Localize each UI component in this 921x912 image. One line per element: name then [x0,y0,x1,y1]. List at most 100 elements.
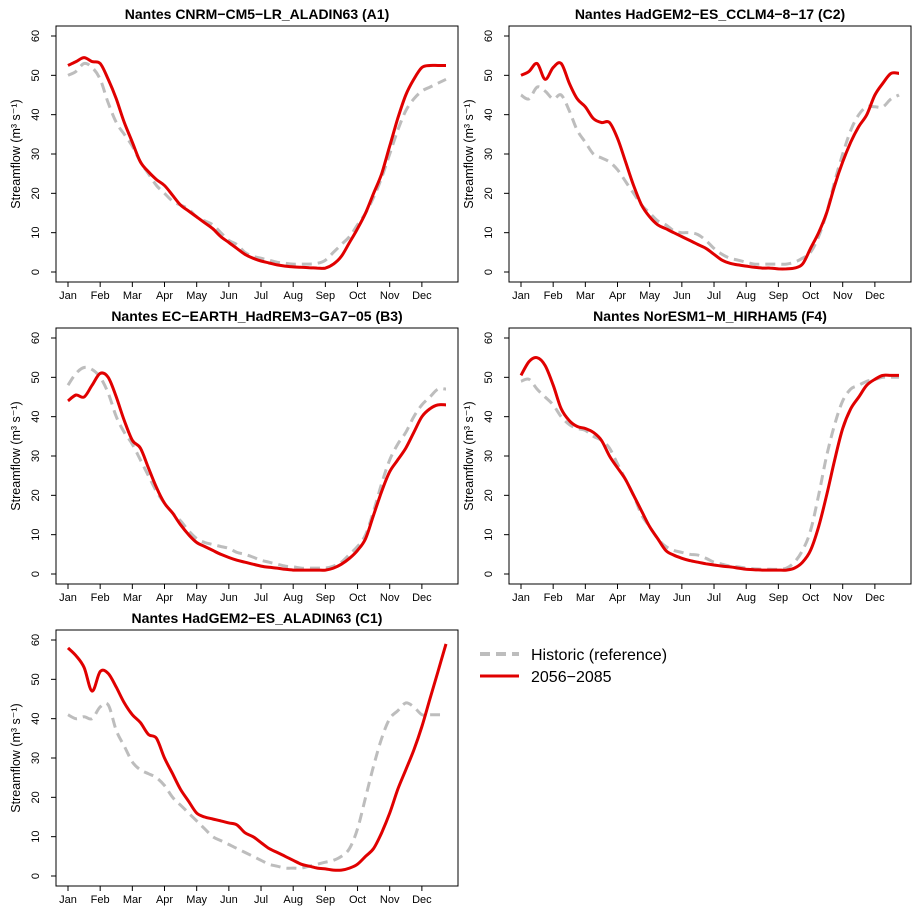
y-tick-label: 40 [30,713,42,725]
chart-title: Nantes EC−EARTH_HadREM3−GA7−05 (B3) [111,308,402,324]
x-tick-label: Mar [123,894,142,906]
x-tick-label: Aug [283,592,303,604]
y-tick-label: 50 [483,69,495,81]
y-tick-label: 20 [483,187,495,199]
y-tick-label: 10 [483,529,495,541]
legend-future-label: 2056−2085 [531,669,612,686]
x-tick-label: Dec [865,592,885,604]
x-tick-label: Feb [91,290,110,302]
y-axis-label: Streamflow (m³ s⁻¹) [9,99,23,208]
y-tick-label: 10 [483,227,495,239]
y-tick-label: 30 [483,148,495,160]
x-tick-label: Feb [544,592,563,604]
x-tick-label: Sep [316,592,336,604]
chart-title: Nantes NorESM1−M_HIRHAM5 (F4) [593,308,827,324]
series-historic-line [67,701,446,870]
y-axis-label: Streamflow (m³ s⁻¹) [9,401,23,510]
series-historic-line [520,85,900,266]
series-future-line [520,61,900,271]
x-tick-label: Apr [609,592,626,604]
y-tick-label: 60 [30,634,42,646]
plot-frame [55,327,459,585]
series-future-line [67,56,446,270]
y-tick-label: 30 [483,450,495,462]
x-tick-label: Jan [512,290,530,302]
x-tick-label: Sep [316,290,336,302]
y-tick-label: 0 [30,873,42,879]
plot-frame [55,629,459,887]
x-tick-label: Jan [59,290,77,302]
x-tick-label: May [186,592,207,604]
y-tick-label: 20 [483,489,495,501]
x-tick-label: Dec [865,290,885,302]
y-tick-label: 10 [30,831,42,843]
x-tick-label: Jul [707,592,721,604]
x-tick-label: Jun [673,592,691,604]
x-tick-label: Jun [220,290,238,302]
x-tick-label: Dec [412,290,432,302]
y-tick-label: 30 [30,450,42,462]
y-tick-label: 60 [483,30,495,42]
x-tick-label: Nov [380,894,400,906]
x-tick-label: Mar [123,592,142,604]
y-tick-label: 10 [30,529,42,541]
x-tick-label: Jan [512,592,530,604]
y-tick-label: 60 [30,30,42,42]
plot-frame [508,327,912,585]
y-tick-label: 40 [30,411,42,423]
x-tick-label: May [186,290,207,302]
y-axis-label: Streamflow (m³ s⁻¹) [462,401,476,510]
plot-frame [508,25,912,283]
x-tick-label: Nov [380,290,400,302]
y-tick-label: 60 [483,332,495,344]
x-tick-label: Jan [59,592,77,604]
x-tick-label: Sep [316,894,336,906]
x-tick-label: Sep [769,592,789,604]
series-historic-line [66,365,447,570]
x-tick-label: Mar [123,290,142,302]
legend-historic-label: Historic (reference) [531,647,667,664]
series-future-line [67,371,447,572]
x-tick-label: Apr [609,290,626,302]
legend: Historic (reference) 2056−2085 [480,647,667,686]
x-tick-label: Jun [220,592,238,604]
x-tick-label: Dec [412,592,432,604]
x-tick-label: Jul [254,894,268,906]
x-tick-label: Feb [544,290,563,302]
y-tick-label: 50 [30,69,42,81]
series-historic-line [520,375,899,571]
x-tick-label: Nov [380,592,400,604]
x-tick-label: Sep [769,290,789,302]
y-tick-label: 0 [483,269,495,275]
x-tick-label: Apr [156,894,173,906]
y-axis-label: Streamflow (m³ s⁻¹) [9,703,23,812]
series-future-line [519,356,899,572]
y-tick-label: 0 [30,571,42,577]
y-tick-label: 30 [30,752,42,764]
x-tick-label: Oct [349,290,366,302]
x-tick-label: Jun [673,290,691,302]
y-tick-label: 40 [483,109,495,121]
x-tick-label: Aug [283,894,303,906]
x-tick-label: Jul [254,290,268,302]
x-tick-label: Apr [156,290,173,302]
chart-title: Nantes CNRM−CM5−LR_ALADIN63 (A1) [125,6,390,22]
x-tick-label: Nov [833,592,853,604]
x-tick-label: Mar [576,290,595,302]
chart-panel-2: Nantes HadGEM2−ES_CCLM4−8−17 (C2) Streamf… [462,6,912,302]
x-tick-label: Feb [91,894,110,906]
y-tick-label: 20 [30,187,42,199]
x-tick-label: May [639,290,660,302]
x-tick-label: Jul [254,592,268,604]
y-tick-label: 50 [30,673,42,685]
chart-panel-1: Nantes CNRM−CM5−LR_ALADIN63 (A1) Streamfl… [9,6,459,302]
y-axis-label: Streamflow (m³ s⁻¹) [462,99,476,208]
x-tick-label: Jun [220,894,238,906]
plot-frame [55,25,459,283]
x-tick-label: Aug [283,290,303,302]
y-tick-label: 0 [483,571,495,577]
x-tick-label: Jul [707,290,721,302]
x-tick-label: May [186,894,207,906]
x-tick-label: Oct [802,290,819,302]
